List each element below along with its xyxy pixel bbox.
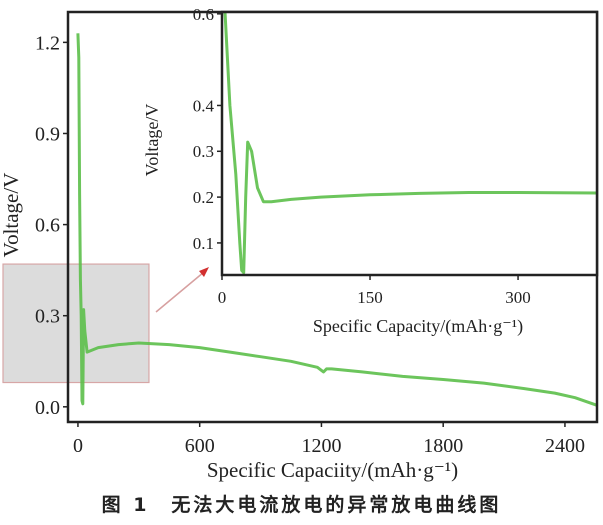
main-x-tick-label: 2400	[545, 435, 585, 457]
inset-plot-background	[222, 12, 597, 275]
inset-y-tick-label: 0.1	[193, 234, 214, 253]
inset-x-tick-label: 150	[357, 288, 383, 307]
inset-y-axis-label: Voltage/V	[142, 104, 162, 177]
main-series-line	[76, 33, 598, 407]
inset-y-tick-label: 0.4	[193, 96, 215, 115]
inset-plot: 0 150 300 0.1 0.2 0.3 0.4 0.6 Specific Capacity/…	[142, 5, 599, 337]
main-y-tick-label: 0.3	[35, 306, 60, 328]
inset-series-line	[223, 11, 598, 275]
main-y-tick-label: 0.9	[35, 123, 60, 145]
main-x-axis-label: Specific Capaciity/(mAh·g⁻¹)	[207, 458, 458, 482]
inset-x-tick-label: 0	[218, 288, 227, 307]
zoom-arrow	[155, 271, 205, 313]
main-x-tick-label: 1800	[423, 435, 463, 457]
main-y-axis-label: Voltage/V	[0, 173, 23, 258]
figure-caption: 图 1 无法大电流放电的异常放电曲线图	[101, 494, 502, 516]
main-plot: 0 600 1200 1800 2400 0.0 0.3 0.6 0.9 1.2 Specific …	[0, 10, 599, 482]
inset-x-tick-label: 300	[505, 288, 531, 307]
inset-y-tick-label: 0.3	[193, 142, 214, 161]
arrow-head-icon	[199, 267, 209, 277]
inset-y-tick-label: 0.6	[193, 5, 214, 24]
inset-y-tick-label: 0.2	[193, 188, 214, 207]
inset-x-axis-label: Specific Capacity/(mAh·g⁻¹)	[313, 316, 523, 337]
inset-plot-frame	[220, 10, 599, 277]
main-y-tick-label: 0.6	[35, 215, 60, 237]
main-y-tick-label: 0.0	[35, 397, 60, 419]
main-y-tick-label: 1.2	[35, 32, 60, 54]
chart-svg: 0 600 1200 1800 2400 0.0 0.3 0.6 0.9 1.2 Specific …	[0, 5, 599, 482]
main-x-tick-label: 0	[73, 435, 83, 457]
main-x-tick-label: 1200	[301, 435, 341, 457]
main-x-tick-label: 600	[185, 435, 215, 457]
zoom-region	[2, 263, 150, 384]
